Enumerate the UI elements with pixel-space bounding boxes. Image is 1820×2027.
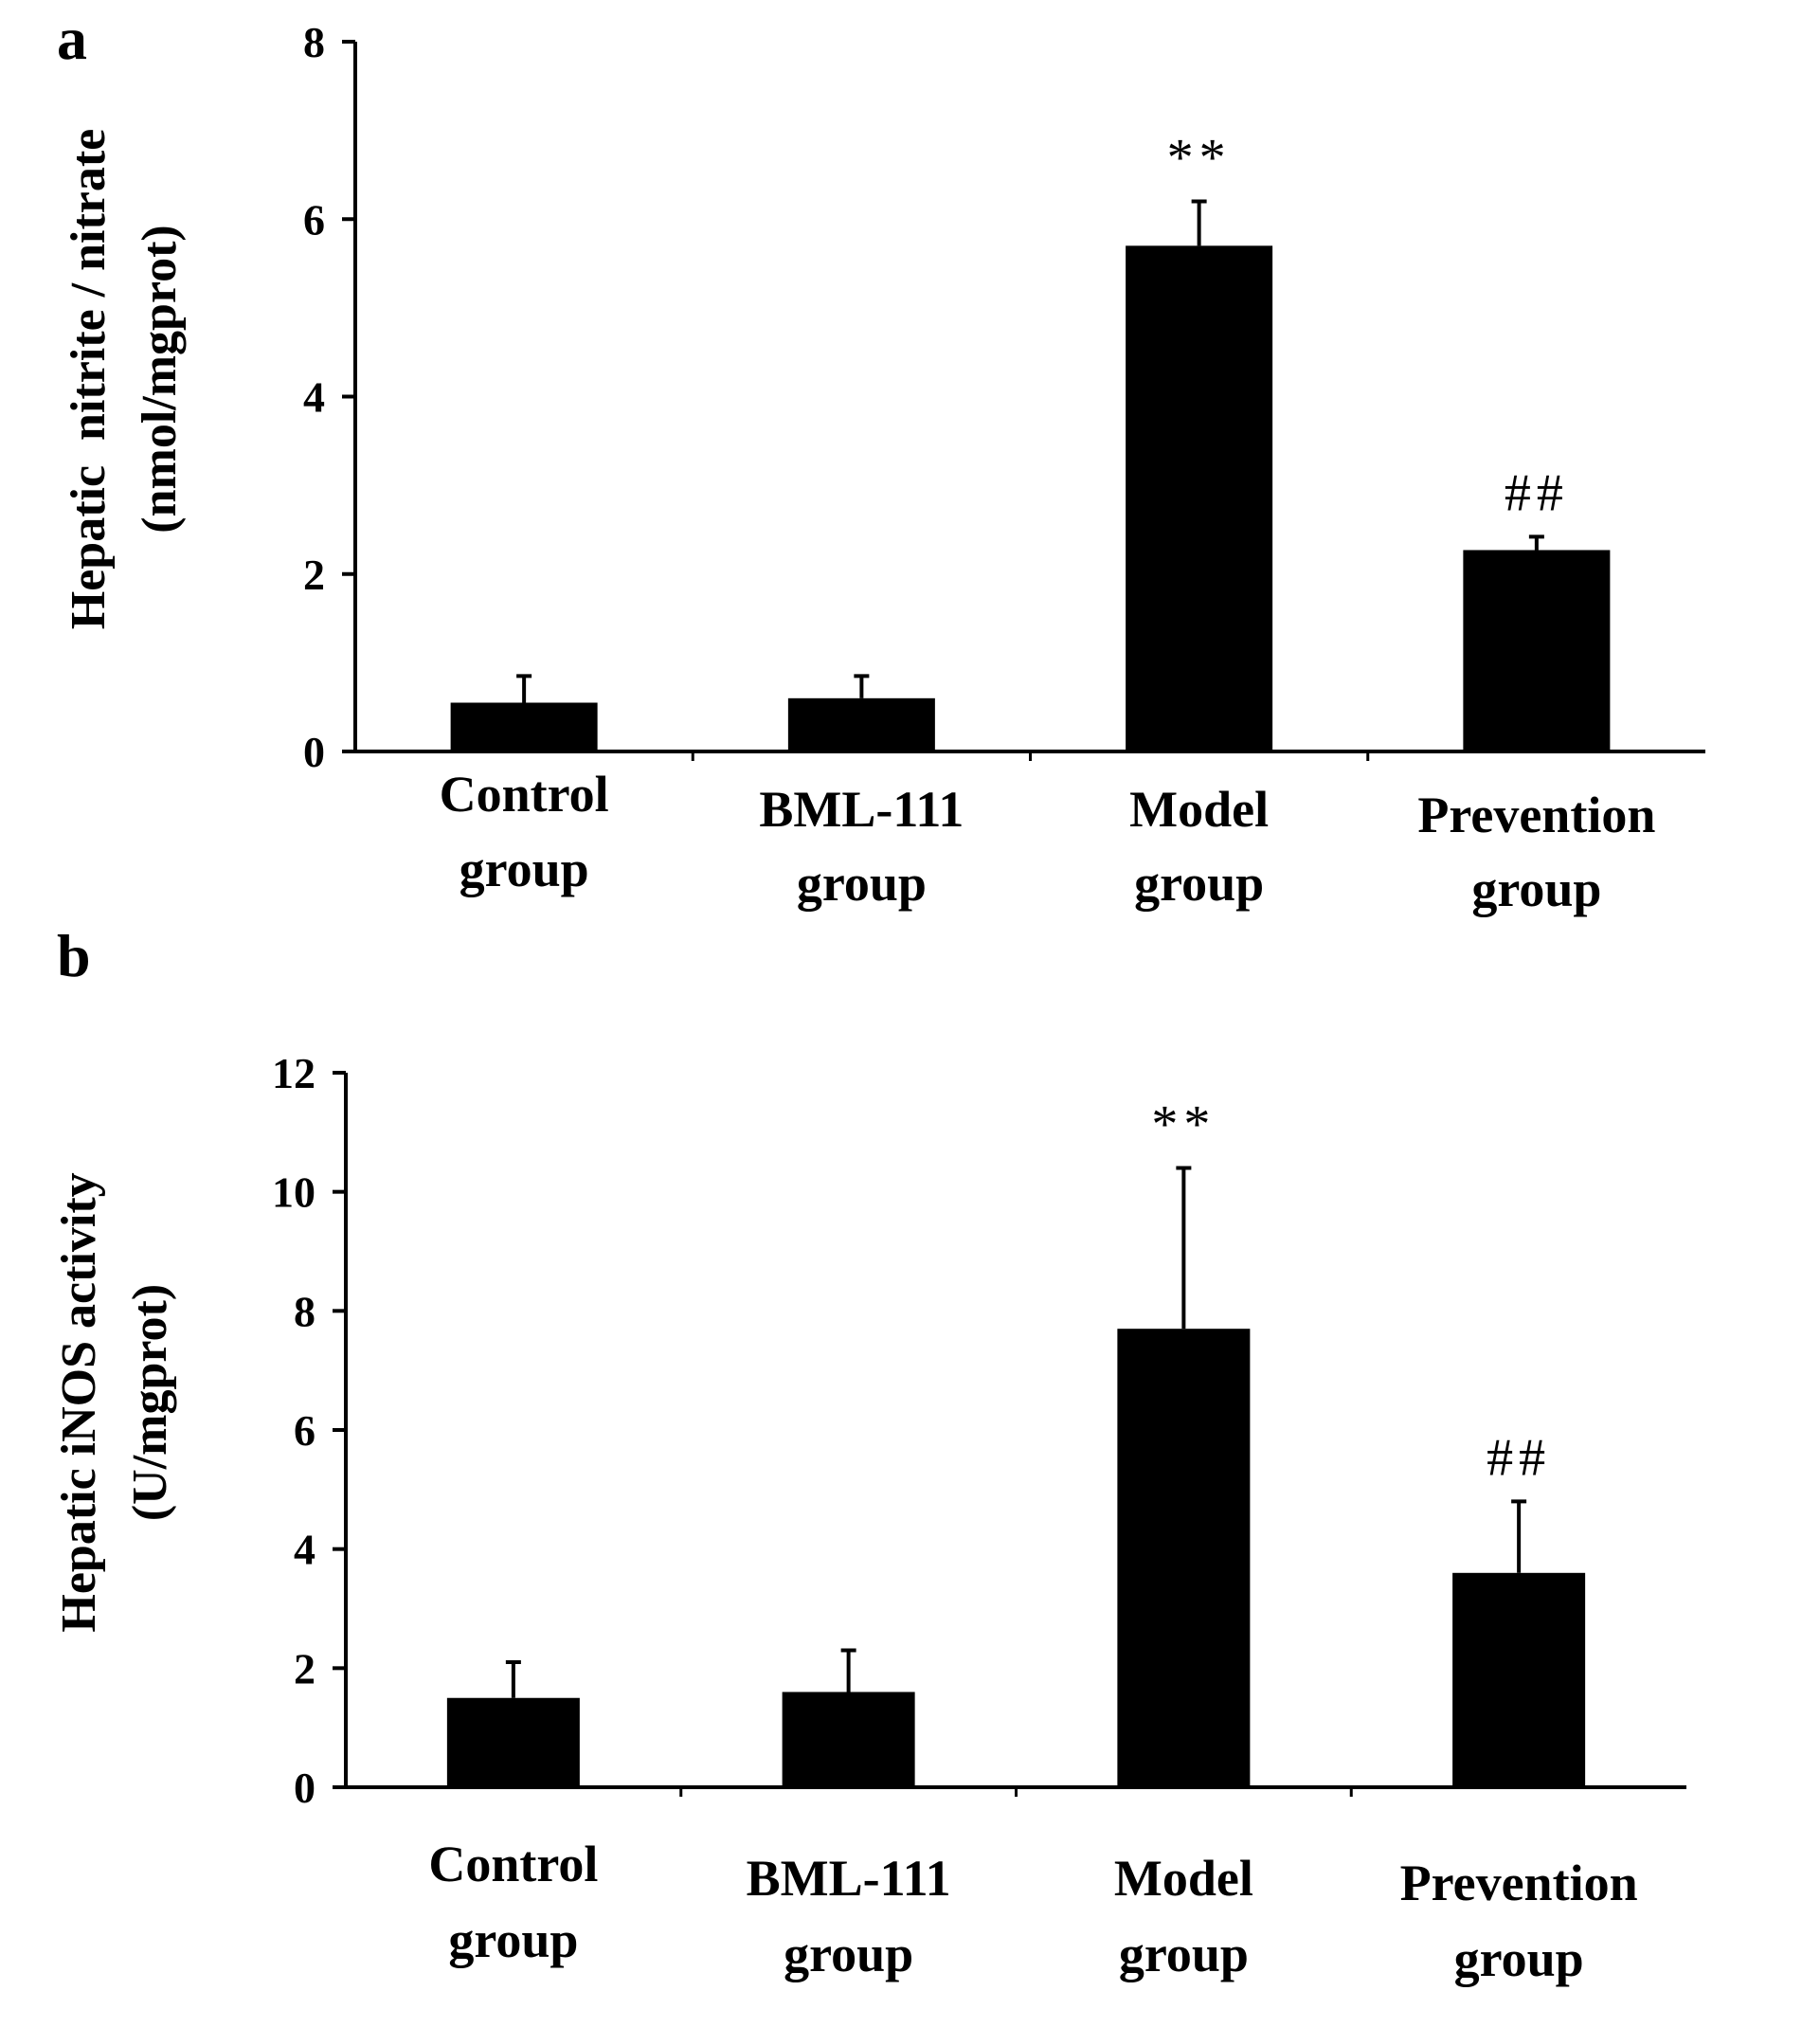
x-category-label: group: [1454, 1930, 1584, 1987]
y-tick-label: 2: [303, 551, 325, 599]
x-category-label: group: [797, 855, 927, 912]
y-tick-label: 0: [303, 728, 325, 776]
x-category-label: Model: [1129, 781, 1269, 838]
x-category-label: group: [1134, 855, 1264, 912]
x-category-label: Control: [440, 766, 609, 823]
y-tick-label: 12: [272, 1049, 315, 1097]
x-category-label: group: [460, 841, 589, 897]
y-axis-label: (U/mgprot): [123, 1284, 177, 1521]
x-category-label: Model: [1114, 1850, 1253, 1907]
bar: [782, 1692, 915, 1787]
x-category-label: Prevention: [1417, 787, 1655, 843]
x-category-label: BML-111: [759, 781, 964, 838]
y-tick-label: 8: [294, 1287, 315, 1335]
x-category-label: group: [784, 1926, 913, 1982]
chart-panel-b: b 0 2 4 6 8 10 12 Control group BML-111 group ** Mode…: [52, 922, 1686, 1987]
y-tick-label: 8: [303, 18, 325, 66]
y-axis-label: Hepatic nitrite / nitrate: [62, 129, 116, 630]
y-tick-label: 10: [272, 1168, 315, 1217]
y-tick-label: 4: [303, 373, 325, 422]
y-tick-label: 2: [294, 1644, 315, 1692]
significance-label: ##: [1487, 1428, 1551, 1487]
significance-label: **: [1151, 1095, 1216, 1154]
bar: [1452, 1572, 1586, 1787]
bar: [1117, 1329, 1251, 1787]
y-axis-label: Hepatic iNOS activity: [52, 1172, 106, 1632]
significance-label: **: [1167, 129, 1232, 188]
y-tick-label: 0: [294, 1764, 315, 1812]
chart-panel-a: a 0 2 4 6 8 Control group BML-111 group ** Model gro…: [57, 5, 1705, 917]
significance-label: ##: [1505, 463, 1569, 522]
y-tick-label: 4: [294, 1526, 315, 1574]
x-category-label: BML-111: [747, 1850, 951, 1907]
bar: [446, 1697, 580, 1787]
x-category-label: group: [1471, 860, 1601, 917]
y-tick-label: 6: [294, 1406, 315, 1455]
bar: [450, 702, 598, 751]
x-category-label: Prevention: [1400, 1855, 1638, 1911]
bar: [787, 697, 935, 751]
y-tick-label: 6: [303, 195, 325, 244]
panel-label: a: [57, 5, 87, 72]
bar: [1126, 245, 1273, 751]
bar: [1463, 550, 1611, 751]
x-category-label: group: [448, 1911, 578, 1968]
x-category-label: group: [1119, 1926, 1249, 1982]
y-axis-label: (nmol/mgprot): [133, 225, 187, 533]
panel-label: b: [57, 922, 91, 989]
x-category-label: Control: [428, 1836, 598, 1892]
